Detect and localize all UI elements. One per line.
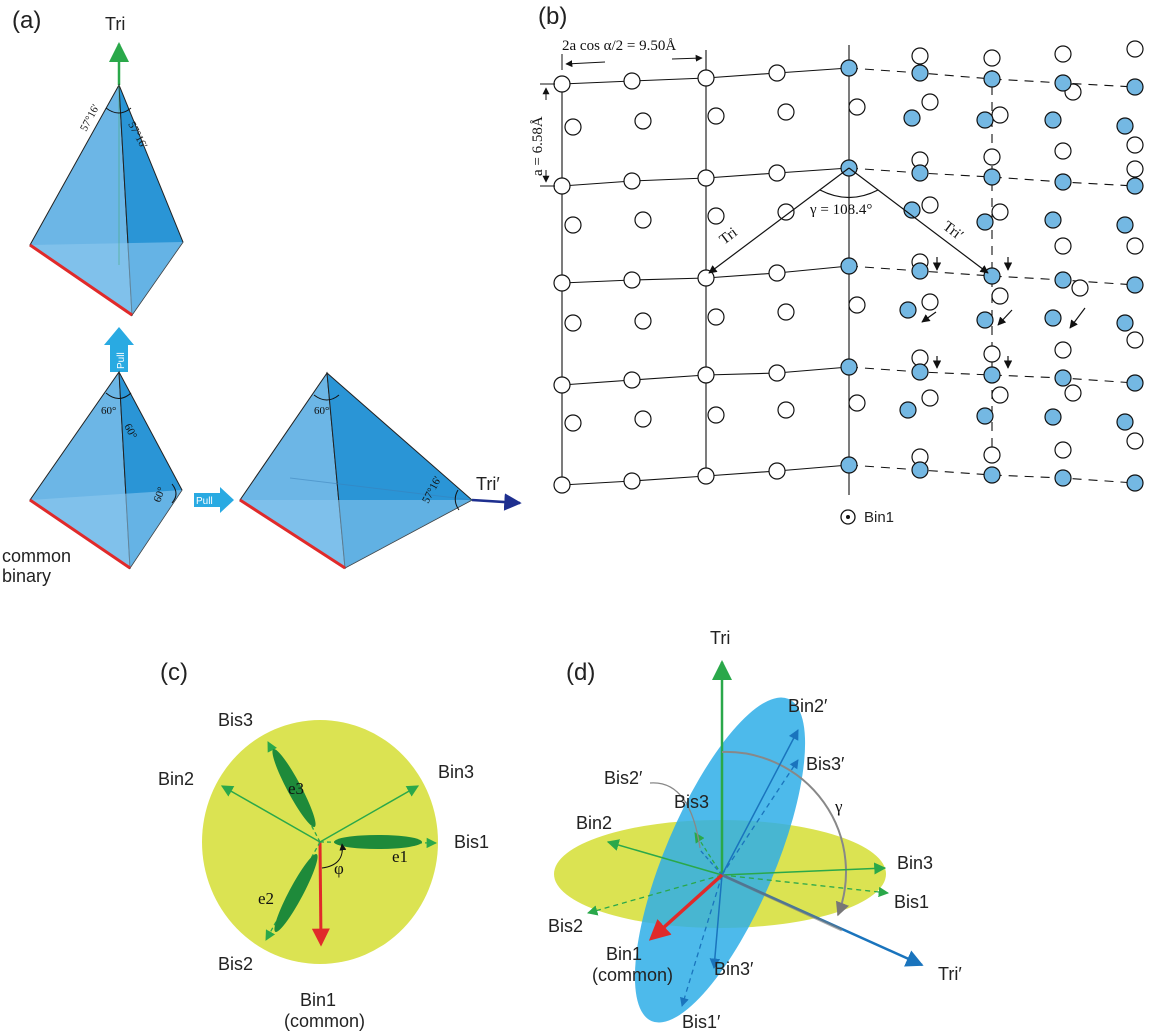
tri-prime-label-a: Tri′ bbox=[476, 474, 500, 494]
open-atoms bbox=[553, 40, 1144, 494]
tetrahedron-top bbox=[29, 83, 184, 317]
bis2-axis bbox=[265, 841, 321, 941]
tri-prime-axis-arrow bbox=[471, 493, 522, 511]
gamma-arc bbox=[721, 750, 850, 917]
blue-atoms bbox=[840, 59, 1144, 492]
e3-label: e3 bbox=[288, 779, 304, 798]
panel-d: (d) Tri γ Bin2′ Bis3′ Bis2′ Bis3 Bin2 bbox=[548, 628, 962, 1032]
bis3-label-c: Bis3 bbox=[218, 710, 253, 730]
bis1-prime-label: Bis1′ bbox=[682, 1012, 721, 1032]
common-binary-label-1: common bbox=[2, 546, 71, 566]
bin1-common-label-c: (common) bbox=[284, 1011, 365, 1031]
pull-label-up: Pull bbox=[116, 352, 127, 369]
bin1-label-c: Bin1 bbox=[300, 990, 336, 1010]
gamma-label-d: γ bbox=[834, 797, 843, 816]
bis1-label-d: Bis1 bbox=[894, 892, 929, 912]
bin1-axis bbox=[311, 841, 330, 947]
bin2-label-d: Bin2 bbox=[576, 813, 612, 833]
bin3-label-d: Bin3 bbox=[897, 853, 933, 873]
phi-arc bbox=[321, 843, 347, 869]
side-measure-label: a = 6.58Å bbox=[530, 116, 546, 176]
bis3-axis-d bbox=[694, 832, 723, 876]
e3-petal bbox=[272, 749, 316, 827]
bin3-axis-d bbox=[721, 862, 887, 876]
bis3-prime-label: Bis3′ bbox=[806, 754, 845, 774]
angle-60-c: 60° bbox=[152, 485, 169, 504]
e2-petal bbox=[274, 854, 318, 932]
gamma-angle-label: γ = 108.4° bbox=[809, 202, 872, 218]
common-binary-edge-right bbox=[239, 498, 346, 570]
bin1-label-b: Bin1 bbox=[864, 509, 894, 526]
bis2-prime-pointer bbox=[649, 782, 701, 849]
pull-label-right: Pull bbox=[196, 496, 213, 507]
e2-label: e2 bbox=[258, 889, 274, 908]
tri-label-d: Tri bbox=[710, 628, 730, 648]
bis2-label-d: Bis2 bbox=[548, 916, 583, 936]
bis1-axis-d bbox=[721, 874, 890, 898]
tetrahedron-bottom-right bbox=[239, 371, 473, 570]
bin3-label-c: Bin3 bbox=[438, 762, 474, 782]
pull-arrow-up bbox=[104, 327, 134, 372]
bis2-prime-axis bbox=[699, 849, 723, 876]
bin2-axis bbox=[220, 785, 321, 843]
panel-d-label: (d) bbox=[566, 659, 595, 686]
panel-a-label: (a) bbox=[12, 7, 41, 34]
panel-a: (a) Tri 57°16′ 57°16′ Pull 60° bbox=[2, 7, 522, 586]
e1-label: e1 bbox=[392, 847, 408, 866]
bin2-prime-axis bbox=[721, 729, 799, 876]
bin2-prime-label: Bin2′ bbox=[788, 696, 828, 716]
bin2-axis-d bbox=[606, 839, 723, 876]
bin3-axis bbox=[319, 785, 420, 843]
bin3-prime-label: Bin3′ bbox=[714, 959, 754, 979]
bin1-axis-d bbox=[648, 873, 724, 941]
displacement-arrows bbox=[921, 257, 1086, 369]
phi-label: φ bbox=[334, 859, 344, 878]
bin1-label-d: Bin1 bbox=[606, 944, 642, 964]
tri-vector-label: Tri bbox=[717, 225, 741, 248]
panel-b: (b) bbox=[530, 3, 1144, 526]
bis3-label-d: Bis3 bbox=[674, 792, 709, 812]
bis1-prime-axis bbox=[680, 874, 723, 1007]
bis1-label-c: Bis1 bbox=[454, 832, 489, 852]
panel-c: (c) φ e3 e1 e2 Bis3 Bin2 Bin3 Bis1 Bis2 … bbox=[158, 659, 489, 1031]
tri-label: Tri bbox=[105, 14, 125, 34]
blue-disc-d bbox=[634, 697, 806, 1023]
common-binary-edge-bottom bbox=[29, 498, 131, 570]
bis2-label-c: Bis2 bbox=[218, 954, 253, 974]
bin1-common-label-d: (common) bbox=[592, 965, 673, 985]
e1-petal bbox=[334, 835, 422, 849]
top-measure-label: 2a cos α/2 = 9.50Å bbox=[562, 38, 676, 54]
panel-c-label: (c) bbox=[160, 659, 188, 686]
bis3-prime-axis bbox=[721, 759, 799, 876]
angle-60-d: 60° bbox=[314, 405, 329, 417]
angle-60-a: 60° bbox=[101, 405, 116, 417]
tri-prime-label-d: Tri′ bbox=[938, 964, 962, 984]
bin2-label-c: Bin2 bbox=[158, 769, 194, 789]
panel-b-label: (b) bbox=[538, 3, 567, 30]
bis2-prime-label: Bis2′ bbox=[604, 768, 643, 788]
bin3-prime-axis bbox=[709, 874, 723, 970]
lattice-vectors bbox=[708, 167, 989, 274]
tetrahedron-bottom-left bbox=[29, 370, 183, 570]
measure-arrows bbox=[540, 50, 707, 187]
pull-arrow-right bbox=[194, 487, 234, 513]
common-binary-label-2: binary bbox=[2, 566, 51, 586]
common-binary-edge-top bbox=[29, 243, 133, 317]
